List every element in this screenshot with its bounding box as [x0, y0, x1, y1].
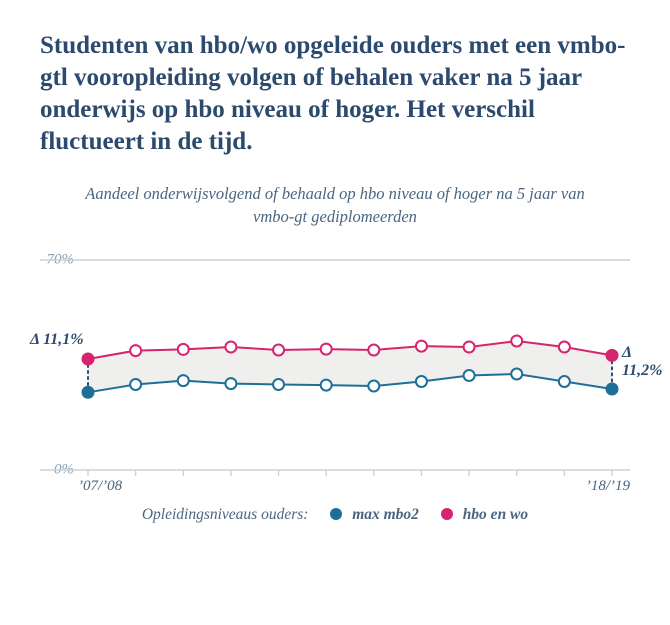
- x-tick-label-first: ’07/’08: [78, 478, 122, 495]
- figure-title: Studenten van hbo/wo opgeleide ouders me…: [40, 30, 630, 158]
- chart-area: 70% 0% Δ 11,1% Δ 11,2% ’07/’08 ’18/’19: [40, 260, 630, 470]
- legend: Opleidingsniveaus ouders: max mbo2 hbo e…: [40, 506, 630, 524]
- line-chart: [40, 260, 630, 470]
- figure-container: Studenten van hbo/wo opgeleide ouders me…: [0, 0, 670, 625]
- x-tick-label-last: ’18/’19: [586, 478, 630, 495]
- legend-title: Opleidingsniveaus ouders:: [142, 506, 309, 523]
- figure-subtitle: Aandeel onderwijsvolgend of behaald op h…: [75, 182, 595, 228]
- legend-label-0: max mbo2: [352, 506, 419, 523]
- legend-dot-1: [441, 508, 453, 520]
- legend-dot-0: [330, 508, 342, 520]
- legend-label-1: hbo en wo: [463, 506, 528, 523]
